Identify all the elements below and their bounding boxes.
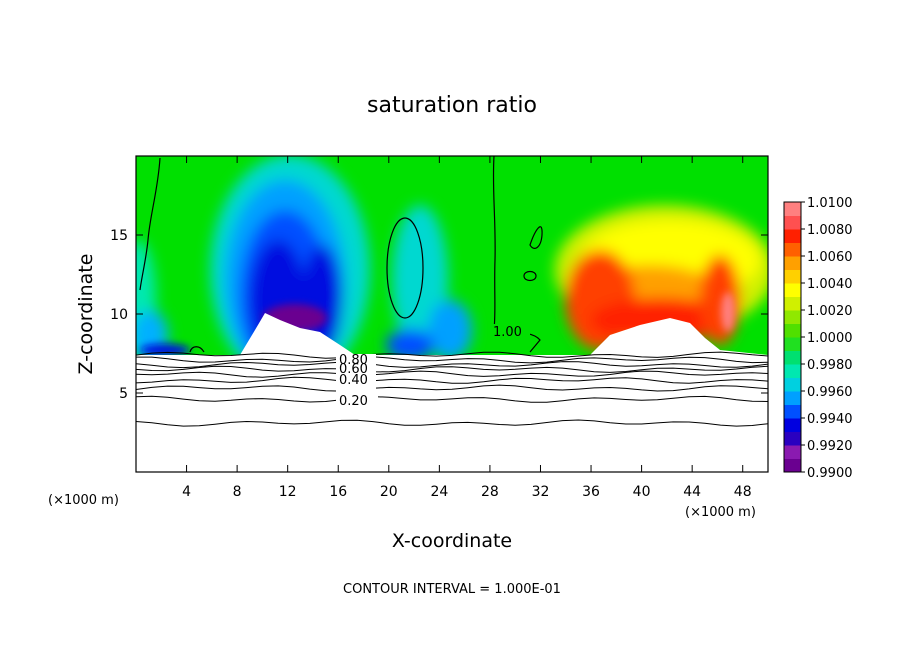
colorbar-segment (784, 418, 801, 432)
terrain-mask (136, 313, 768, 472)
y-tick-label: 5 (119, 386, 128, 402)
contour-label-040: 0.40 (339, 373, 368, 388)
contour-label-100: 1.00 (493, 325, 522, 340)
contour-label-020: 0.20 (339, 394, 368, 409)
y-tick-label: 15 (110, 228, 128, 244)
plot-area (136, 156, 768, 472)
colorbar-segment (784, 364, 801, 378)
x-tick-label: 8 (233, 484, 242, 500)
colorbar: 0.9900 0.9920 0.9940 0.9960 0.9980 1.0000 1.00… (783, 196, 853, 481)
colorbar-segment (784, 296, 801, 311)
x-tick-label: 28 (481, 484, 499, 500)
chart-title: saturation ratio (367, 93, 537, 118)
colorbar-segment (784, 323, 801, 338)
x-tick-label: 24 (430, 484, 448, 500)
x-axis: 4 8 12 16 20 24 28 32 36 40 44 48 (182, 156, 752, 500)
x-tick-label: 40 (633, 484, 651, 500)
colorbar-segment (784, 215, 801, 230)
contour-label-060: 0.60 (339, 362, 368, 377)
colorbar-segment (784, 391, 801, 405)
x-tick-label: 32 (532, 484, 550, 500)
colorbar-tick-label: 0.9960 (807, 385, 853, 400)
lower-contour-line (136, 351, 768, 359)
x-tick-label: 16 (329, 484, 347, 500)
x-tick-label: 48 (734, 484, 752, 500)
x-tick-label: 44 (683, 484, 701, 500)
colorbar-segment (784, 242, 801, 257)
contour-interval-note: CONTOUR INTERVAL = 1.000E-01 (343, 582, 561, 597)
lower-contour-line (136, 384, 768, 392)
colorbar-segment (784, 229, 801, 243)
x-unit-left: (×1000 m) (48, 493, 119, 508)
colorbar-tick-label: 1.0000 (807, 331, 853, 346)
x-unit-right: (×1000 m) (685, 505, 756, 520)
colorbar-tick-label: 0.9920 (807, 439, 853, 454)
lower-contour-lines (136, 351, 768, 427)
colorbar-segment (784, 310, 801, 324)
colorbar-tick-label: 0.9900 (807, 466, 853, 481)
lower-contour-line (136, 395, 768, 403)
contour-small-blob (523, 270, 537, 282)
colorbar-segment (784, 404, 801, 419)
lower-contour-line (136, 365, 768, 373)
x-tick-label: 20 (380, 484, 398, 500)
y-axis: 5 10 15 (110, 228, 768, 402)
x-tick-label: 4 (182, 484, 191, 500)
contour-left-edge (139, 157, 161, 291)
colorbar-tick-label: 0.9980 (807, 358, 853, 373)
colorbar-segment (784, 350, 801, 365)
colorbar-segment (784, 337, 801, 351)
contour-closed-center (386, 217, 424, 319)
x-tick-label: 36 (582, 484, 600, 500)
colorbar-segment (784, 256, 801, 270)
colorbar-tick-label: 1.0100 (807, 196, 853, 211)
lower-contour-line (136, 370, 768, 378)
colorbar-segment (784, 377, 801, 392)
contour-bump (189, 346, 205, 353)
contour-labels: 1.00 0.80 0.60 0.40 0.20 (336, 324, 530, 409)
x-tick-label: 12 (279, 484, 297, 500)
x-axis-title: X-coordinate (392, 530, 512, 552)
colorbar-segment (784, 445, 801, 459)
colorbar-tick-label: 0.9940 (807, 412, 853, 427)
colorbar-tick-label: 1.0040 (807, 277, 853, 292)
colorbar-tick-label: 1.0020 (807, 304, 853, 319)
contour-small-loop (529, 226, 543, 249)
lower-contour-line (136, 419, 768, 427)
lower-contour-line (136, 376, 768, 384)
contour-label-080: 0.80 (339, 353, 368, 368)
colorbar-segment (784, 431, 801, 446)
lower-contour-line (136, 361, 768, 369)
colorbar-segment (784, 269, 801, 284)
y-tick-label: 10 (110, 307, 128, 323)
colorbar-segment (784, 283, 801, 297)
lower-contour-line (136, 356, 768, 364)
colorbar-segment (784, 202, 801, 216)
y-axis-title: Z-coordinate (75, 254, 97, 375)
upper-contour-lines (139, 156, 543, 353)
colorbar-tick-label: 1.0080 (807, 223, 853, 238)
colorbar-segment (784, 458, 801, 473)
colorbar-tick-label: 1.0060 (807, 250, 853, 265)
